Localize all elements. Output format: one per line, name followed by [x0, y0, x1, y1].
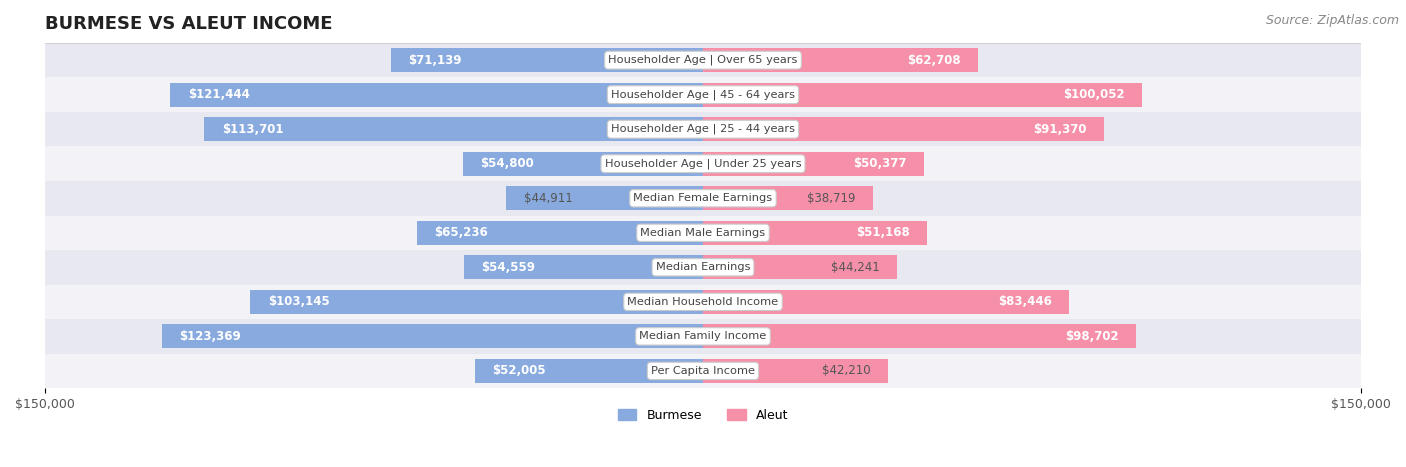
Text: $44,911: $44,911: [523, 192, 572, 205]
Text: Median Household Income: Median Household Income: [627, 297, 779, 307]
FancyBboxPatch shape: [45, 78, 1361, 112]
FancyBboxPatch shape: [45, 354, 1361, 388]
FancyBboxPatch shape: [45, 43, 1361, 78]
Text: $38,719: $38,719: [807, 192, 855, 205]
Bar: [475, 359, 703, 383]
Bar: [703, 186, 873, 210]
Text: Per Capita Income: Per Capita Income: [651, 366, 755, 376]
Text: $91,370: $91,370: [1033, 123, 1087, 136]
Text: Householder Age | Under 25 years: Householder Age | Under 25 years: [605, 158, 801, 169]
FancyBboxPatch shape: [45, 250, 1361, 284]
FancyBboxPatch shape: [45, 147, 1361, 181]
Text: $121,444: $121,444: [188, 88, 250, 101]
Text: Householder Age | 45 - 64 years: Householder Age | 45 - 64 years: [612, 89, 794, 100]
Legend: Burmese, Aleut: Burmese, Aleut: [613, 404, 793, 427]
FancyBboxPatch shape: [45, 319, 1361, 354]
Bar: [506, 186, 703, 210]
Text: $54,800: $54,800: [479, 157, 534, 170]
Bar: [703, 324, 1136, 348]
Text: BURMESE VS ALEUT INCOME: BURMESE VS ALEUT INCOME: [45, 15, 332, 33]
Text: $113,701: $113,701: [222, 123, 283, 136]
Text: Householder Age | 25 - 44 years: Householder Age | 25 - 44 years: [612, 124, 794, 134]
Text: $100,052: $100,052: [1063, 88, 1125, 101]
Text: $83,446: $83,446: [998, 295, 1052, 308]
Text: $62,708: $62,708: [907, 54, 960, 67]
Bar: [703, 255, 897, 279]
Text: $52,005: $52,005: [492, 364, 546, 377]
FancyBboxPatch shape: [45, 181, 1361, 216]
Bar: [703, 359, 889, 383]
FancyBboxPatch shape: [45, 216, 1361, 250]
Text: $50,377: $50,377: [853, 157, 907, 170]
Text: $65,236: $65,236: [434, 226, 488, 239]
Text: $54,559: $54,559: [481, 261, 536, 274]
Text: $98,702: $98,702: [1064, 330, 1118, 343]
Text: Median Family Income: Median Family Income: [640, 332, 766, 341]
Bar: [463, 152, 703, 176]
Bar: [703, 83, 1142, 107]
Text: Householder Age | Over 65 years: Householder Age | Over 65 years: [609, 55, 797, 65]
Bar: [703, 152, 924, 176]
Bar: [416, 221, 703, 245]
Bar: [703, 290, 1069, 314]
Text: Median Male Earnings: Median Male Earnings: [641, 228, 765, 238]
Bar: [391, 48, 703, 72]
Bar: [204, 117, 703, 142]
Bar: [703, 48, 979, 72]
Text: Median Earnings: Median Earnings: [655, 262, 751, 272]
FancyBboxPatch shape: [45, 284, 1361, 319]
Bar: [703, 221, 928, 245]
Text: Source: ZipAtlas.com: Source: ZipAtlas.com: [1265, 14, 1399, 27]
Text: $42,210: $42,210: [823, 364, 870, 377]
FancyBboxPatch shape: [45, 112, 1361, 147]
Text: $71,139: $71,139: [409, 54, 463, 67]
Text: $103,145: $103,145: [269, 295, 330, 308]
Bar: [464, 255, 703, 279]
Bar: [170, 83, 703, 107]
Bar: [162, 324, 703, 348]
Bar: [250, 290, 703, 314]
Text: Median Female Earnings: Median Female Earnings: [634, 193, 772, 203]
Text: $123,369: $123,369: [180, 330, 240, 343]
Bar: [703, 117, 1104, 142]
Text: $44,241: $44,241: [831, 261, 880, 274]
Text: $51,168: $51,168: [856, 226, 910, 239]
